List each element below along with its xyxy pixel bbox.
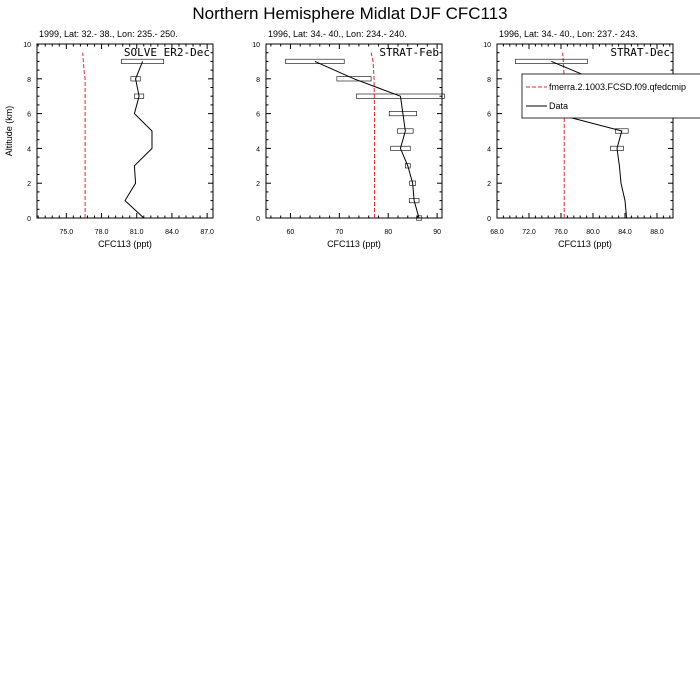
y-tick-label: 2 [256, 181, 260, 188]
x-tick-label: 70 [335, 229, 343, 236]
x-tick-label: 81.0 [130, 229, 144, 236]
legend-model-label: fmerra.2.1003.FCSD.f09.qfedcmip [549, 82, 686, 92]
y-tick-label: 2 [487, 181, 491, 188]
y-tick-label: 10 [483, 42, 491, 49]
x-tick-label: 88.0 [650, 229, 664, 236]
campaign-label: SOLVE ER2-Dec [124, 46, 210, 59]
error-box [121, 58, 165, 64]
data-line [124, 61, 153, 219]
x-tick-label: 80.0 [586, 229, 600, 236]
x-tick-label: 72.0 [522, 229, 536, 236]
y-tick-label: 6 [256, 112, 260, 119]
y-tick-label: 4 [27, 146, 31, 153]
panel-subtitle: 1996, Lat: 34.- 40., Lon: 237.- 243. [499, 29, 638, 39]
y-tick-label: 0 [256, 216, 260, 223]
y-tick-label: 8 [27, 77, 31, 84]
y-tick-label: 4 [256, 146, 260, 153]
y-tick-label: 10 [252, 42, 260, 49]
y-tick-label: 0 [27, 216, 31, 223]
campaign-label: STRAT-Dec [610, 46, 670, 59]
x-tick-label: 78.0 [95, 229, 109, 236]
x-axis-label: CFC113 (ppt) [558, 239, 612, 249]
chart-panel-3: 1996, Lat: 34.- 40., Lon: 237.- 243. STRA… [483, 29, 674, 249]
chart-panel-1: 1999, Lat: 32.- 38., Lon: 235.- 250. SOLV… [4, 29, 214, 249]
x-tick-label: 75.0 [60, 229, 74, 236]
y-tick-label: 6 [27, 112, 31, 119]
x-tick-label: 68.0 [490, 229, 504, 236]
model-line [370, 52, 376, 218]
legend: fmerra.2.1003.FCSD.f09.qfedcmip Data [521, 73, 700, 119]
error-box [405, 163, 411, 169]
y-tick-label: 8 [487, 77, 491, 84]
error-box [416, 215, 422, 221]
x-axis-label: CFC113 (ppt) [327, 239, 381, 249]
error-box [515, 58, 588, 64]
x-tick-label: 80 [384, 229, 392, 236]
campaign-label: STRAT-Feb [379, 46, 439, 59]
y-tick-label: 4 [487, 146, 491, 153]
model-line [82, 52, 86, 218]
y-tick-label: 6 [487, 112, 491, 119]
plots: 1999, Lat: 32.- 38., Lon: 235.- 250. SOLV… [4, 29, 674, 249]
x-tick-label: 76.0 [554, 229, 568, 236]
data-line [314, 60, 420, 219]
error-box [390, 145, 411, 151]
x-tick-label: 84.0 [618, 229, 632, 236]
y-tick-label: 8 [256, 77, 260, 84]
x-axis-label: CFC113 (ppt) [98, 239, 152, 249]
x-tick-label: 60 [287, 229, 295, 236]
x-tick-label: 87.0 [200, 229, 214, 236]
y-tick-label: 10 [23, 42, 31, 49]
error-box [615, 128, 629, 134]
legend-data-label: Data [549, 101, 568, 111]
y-tick-label: 0 [487, 216, 491, 223]
x-tick-label: 90 [433, 229, 441, 236]
x-tick-label: 84.0 [165, 229, 179, 236]
chart-panel-2: 1996, Lat: 34.- 40., Lon: 234.- 240. STRA… [252, 29, 445, 249]
error-box [336, 76, 372, 82]
error-box [285, 58, 345, 64]
y-axis-label: Altitude (km) [4, 106, 14, 157]
legend-box [521, 73, 700, 119]
panel-subtitle: 1999, Lat: 32.- 38., Lon: 235.- 250. [39, 29, 178, 39]
panel-subtitle: 1996, Lat: 34.- 40., Lon: 234.- 240. [268, 29, 407, 39]
figure-title: Northern Hemisphere Midlat DJF CFC113 [192, 4, 507, 23]
y-tick-label: 2 [27, 181, 31, 188]
